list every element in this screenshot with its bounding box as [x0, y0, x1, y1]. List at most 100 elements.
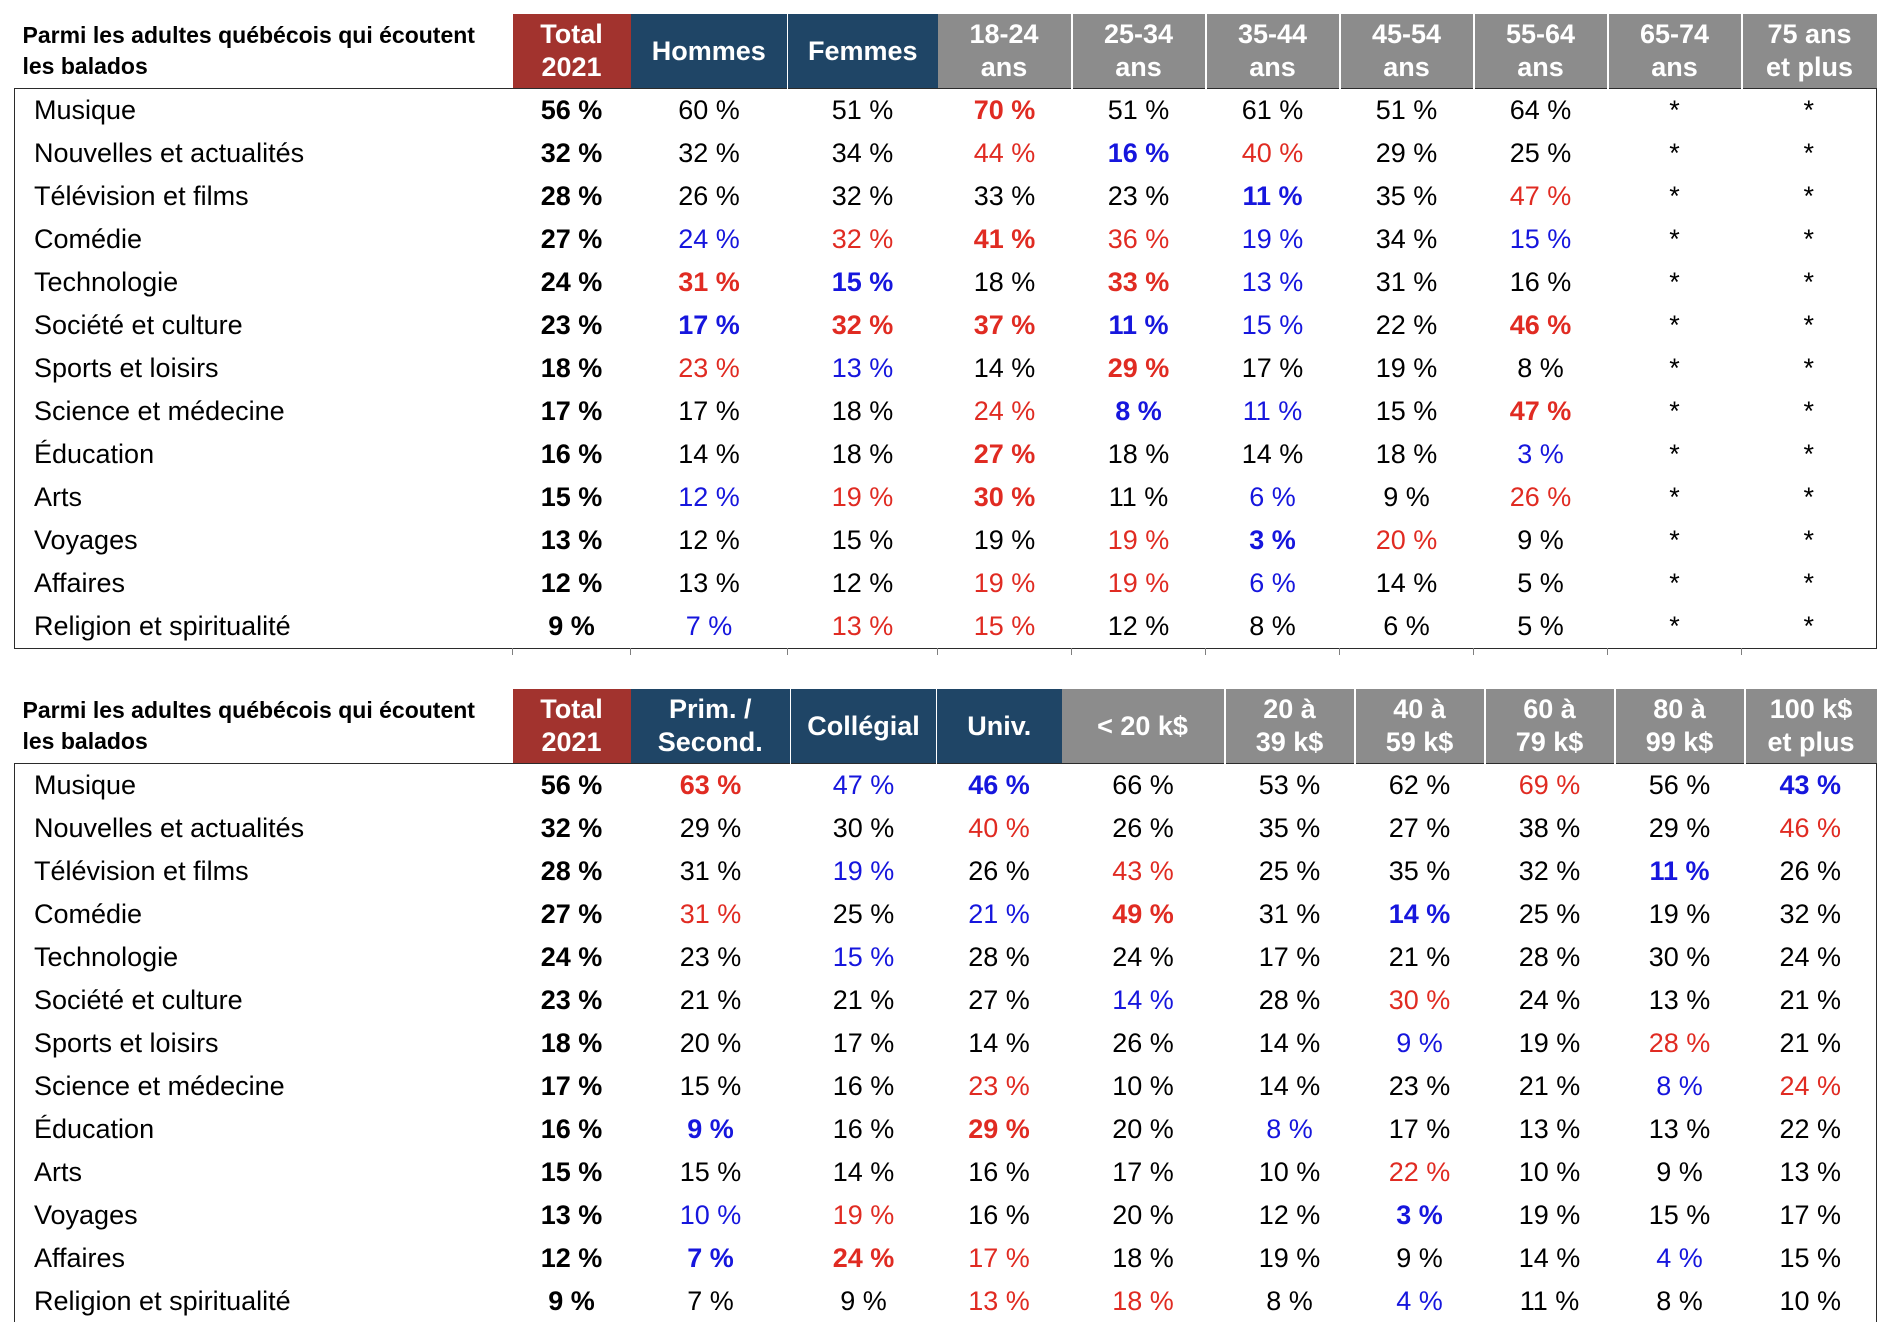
corner-label: Parmi les adultes québécois qui écoutent… [14, 689, 513, 764]
value-cell: 26 % [630, 175, 788, 218]
value-cell: 15 % [787, 261, 938, 304]
value-cell: 35 % [1354, 850, 1485, 893]
value-cell: 18 % [512, 1022, 631, 1065]
value-cell: 8 % [1473, 347, 1608, 390]
value-cell: 17 % [512, 390, 631, 433]
value-cell: 32 % [787, 218, 938, 261]
table-row: Affaires 12 % 13 % 12 % 19 % 19 % 6 % 14 % 5 % * * [14, 562, 1877, 605]
column-header: 80 à 99 k$ [1613, 689, 1745, 764]
value-cell: 6 % [1205, 562, 1340, 605]
value-cell: 24 % [1484, 979, 1615, 1022]
value-cell: 15 % [630, 1151, 791, 1194]
column-header: 20 à 39 k$ [1223, 689, 1355, 764]
value-cell: * [1607, 132, 1742, 175]
row-label: Éducation [14, 1108, 513, 1151]
value-cell: 13 % [1484, 1108, 1615, 1151]
value-cell: 24 % [790, 1237, 937, 1280]
value-cell: 35 % [1339, 175, 1474, 218]
value-cell: 17 % [790, 1022, 937, 1065]
column-header: Total 2021 [512, 689, 631, 764]
value-cell: 15 % [790, 936, 937, 979]
value-cell: 28 % [1484, 936, 1615, 979]
value-cell: 62 % [1354, 763, 1485, 807]
row-label: Technologie [14, 936, 513, 979]
value-cell: * [1741, 433, 1877, 476]
value-cell: 64 % [1473, 88, 1608, 132]
value-cell: 9 % [1354, 1237, 1485, 1280]
column-header: Univ. [936, 689, 1062, 764]
value-cell: 8 % [1224, 1280, 1355, 1322]
value-cell: 31 % [1224, 893, 1355, 936]
value-cell: 53 % [1224, 763, 1355, 807]
value-cell: 56 % [512, 763, 631, 807]
column-header: Femmes [787, 14, 938, 89]
table-row: Société et culture 23 % 21 % 21 % 27 % 14 % 28… [14, 979, 1877, 1022]
value-cell: 27 % [1354, 807, 1485, 850]
value-cell: * [1607, 304, 1742, 347]
gridline-tick [1339, 648, 1474, 655]
column-header: < 20 k$ [1061, 689, 1225, 764]
value-cell: * [1607, 390, 1742, 433]
gridline-tick [787, 648, 938, 655]
table-row: Comédie 27 % 24 % 32 % 41 % 36 % 19 % 34 % 15 % *… [14, 218, 1877, 261]
value-cell: 22 % [1744, 1108, 1877, 1151]
value-cell: 32 % [787, 175, 938, 218]
value-cell: 19 % [1071, 519, 1206, 562]
gridline-tick [1741, 648, 1877, 655]
value-cell: 11 % [1205, 390, 1340, 433]
value-cell: 47 % [1473, 390, 1608, 433]
row-label: Arts [14, 476, 513, 519]
gridline-tick [1071, 648, 1206, 655]
value-cell: 18 % [1061, 1280, 1225, 1322]
value-cell: * [1741, 218, 1877, 261]
value-cell: 23 % [936, 1065, 1062, 1108]
value-cell: 10 % [630, 1194, 791, 1237]
row-label: Nouvelles et actualités [14, 807, 513, 850]
value-cell: 19 % [937, 562, 1072, 605]
value-cell: 17 % [936, 1237, 1062, 1280]
value-cell: 14 % [937, 347, 1072, 390]
value-cell: 23 % [630, 936, 791, 979]
value-cell: 66 % [1061, 763, 1225, 807]
value-cell: 14 % [1339, 562, 1474, 605]
value-cell: 23 % [630, 347, 788, 390]
value-cell: 22 % [1339, 304, 1474, 347]
value-cell: 18 % [1061, 1237, 1225, 1280]
row-label: Musique [14, 88, 513, 132]
value-cell: 41 % [937, 218, 1072, 261]
value-cell: 17 % [512, 1065, 631, 1108]
table-row: Musique 56 % 63 % 47 % 46 % 66 % 53 % 62 % 69 % 5… [14, 763, 1877, 807]
value-cell: 12 % [1224, 1194, 1355, 1237]
value-cell: 20 % [1061, 1194, 1225, 1237]
value-cell: * [1607, 261, 1742, 304]
table-row: Technologie 24 % 31 % 15 % 18 % 33 % 13 % 31 % 1… [14, 261, 1877, 304]
table-row: Télévision et films 28 % 31 % 19 % 26 % 43 % 2… [14, 850, 1877, 893]
table-row: Religion et spiritualité 9 % 7 % 9 % 13 % 18 … [14, 1280, 1877, 1322]
value-cell: 25 % [1484, 893, 1615, 936]
value-cell: 33 % [1071, 261, 1206, 304]
value-cell: 29 % [1614, 807, 1745, 850]
value-cell: 36 % [1071, 218, 1206, 261]
table-row: Science et médecine 17 % 17 % 18 % 24 % 8 % 11… [14, 390, 1877, 433]
value-cell: 14 % [1224, 1022, 1355, 1065]
table-row: Nouvelles et actualités 32 % 32 % 34 % 44 % 1… [14, 132, 1877, 175]
value-cell: 16 % [1473, 261, 1608, 304]
value-cell: 14 % [790, 1151, 937, 1194]
value-cell: 22 % [1354, 1151, 1485, 1194]
value-cell: 15 % [1339, 390, 1474, 433]
value-cell: 14 % [1484, 1237, 1615, 1280]
value-cell: 18 % [787, 390, 938, 433]
value-cell: 19 % [787, 476, 938, 519]
value-cell: 10 % [1744, 1280, 1877, 1322]
gridline-tick [1473, 648, 1608, 655]
value-cell: 9 % [630, 1108, 791, 1151]
value-cell: 28 % [1614, 1022, 1745, 1065]
value-cell: 11 % [1484, 1280, 1615, 1322]
value-cell: 19 % [1224, 1237, 1355, 1280]
value-cell: 33 % [937, 175, 1072, 218]
value-cell: 32 % [512, 132, 631, 175]
table-row: Technologie 24 % 23 % 15 % 28 % 24 % 17 % 21 % 2… [14, 936, 1877, 979]
table-row: Arts 15 % 12 % 19 % 30 % 11 % 6 % 9 % 26 % * * [14, 476, 1877, 519]
row-label: Arts [14, 1151, 513, 1194]
value-cell: * [1741, 304, 1877, 347]
